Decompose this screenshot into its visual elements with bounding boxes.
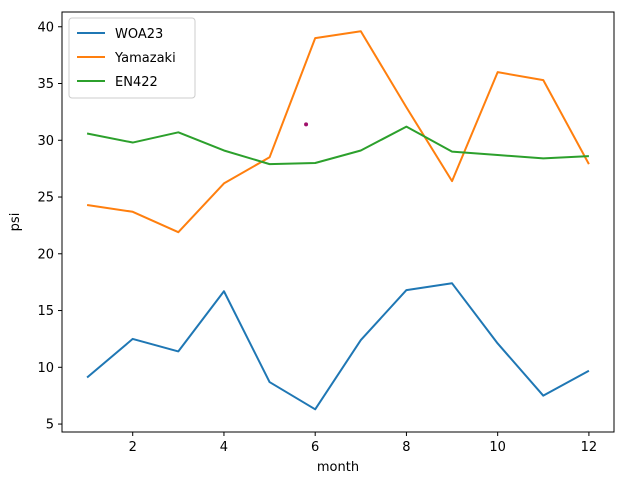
x-tick-label: 6: [311, 440, 319, 455]
x-axis: 2 4 6 8 10 12: [129, 432, 598, 455]
plot-area: [86, 30, 590, 411]
x-tick-label: 12: [581, 440, 598, 455]
y-tick-label: 30: [37, 134, 54, 149]
x-tick-label: 8: [402, 440, 410, 455]
legend-label: WOA23: [115, 27, 163, 42]
y-tick-label: 20: [37, 247, 54, 262]
x-tick-label: 2: [129, 440, 137, 455]
legend: WOA23 Yamazaki EN422: [68, 17, 196, 99]
y-tick-label: 25: [37, 191, 54, 206]
x-tick-label: 4: [220, 440, 228, 455]
legend-label: EN422: [115, 75, 158, 90]
annotation-point: [304, 122, 309, 127]
axes-frame: [61, 11, 615, 433]
y-tick-label: 5: [46, 418, 54, 433]
x-axis-label: month: [317, 460, 359, 475]
x-tick-label: 10: [489, 440, 506, 455]
series-line-woa23: [86, 282, 590, 411]
legend-label: Yamazaki: [114, 51, 176, 66]
series-line-yamazaki: [86, 30, 590, 234]
y-tick-label: 35: [37, 77, 54, 92]
y-tick-label: 15: [37, 304, 54, 319]
y-axis: 5 10 15 20 25 30 35 40: [37, 20, 62, 433]
y-tick-label: 40: [37, 20, 54, 35]
y-axis-label: psi: [8, 213, 23, 232]
legend-box: [68, 17, 196, 99]
y-tick-label: 10: [37, 361, 54, 376]
series-line-en422: [86, 125, 589, 166]
